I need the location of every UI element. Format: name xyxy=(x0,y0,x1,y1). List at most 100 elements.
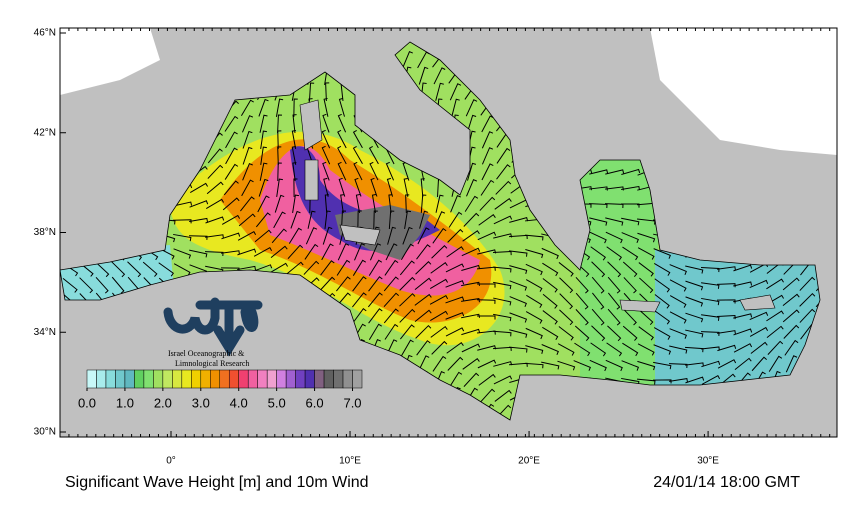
swatch xyxy=(266,369,277,389)
wind-barb xyxy=(524,234,544,241)
wind-barb xyxy=(542,262,559,277)
wind-barb xyxy=(205,216,225,224)
wind-barb xyxy=(591,325,606,342)
y-tick-label: 38°N xyxy=(34,227,56,238)
wind-barb xyxy=(429,295,449,305)
wind-barb xyxy=(418,66,429,85)
wind-barb xyxy=(685,329,704,338)
wind-barb xyxy=(385,243,398,261)
wind-barb xyxy=(701,374,721,385)
wind-barb xyxy=(269,262,289,274)
wind-barb xyxy=(669,279,687,292)
wind-barb xyxy=(621,185,640,191)
swatch xyxy=(304,369,315,389)
wind-barb xyxy=(304,243,319,260)
wind-barb xyxy=(480,179,495,196)
logo: Israel Oceanographic & Limnological Rese… xyxy=(163,297,263,368)
wind-barb xyxy=(323,97,329,117)
wind-barb xyxy=(386,177,394,197)
wind-barb xyxy=(542,293,558,309)
wind-barb xyxy=(322,161,330,181)
wind-barb xyxy=(701,297,720,306)
wind-barb xyxy=(340,194,345,213)
wind-barb xyxy=(636,378,656,385)
wind-barb xyxy=(799,308,816,323)
wind-barb xyxy=(652,379,672,384)
wind-barb xyxy=(335,292,351,308)
wind-barb xyxy=(462,230,480,242)
wind-barb xyxy=(369,243,382,261)
wind-barb xyxy=(638,309,654,326)
wind-barb xyxy=(292,162,297,181)
wind-barb xyxy=(509,329,528,338)
wind-barb xyxy=(526,294,543,309)
wind-barb xyxy=(558,326,574,341)
wind-barb xyxy=(450,195,461,213)
wind-barb xyxy=(493,361,513,367)
wind-barb xyxy=(766,278,784,290)
wind-barb xyxy=(322,113,330,133)
wind-barb xyxy=(259,114,268,133)
wind-barb xyxy=(476,283,496,288)
wind-barb xyxy=(541,344,559,355)
wind-barb xyxy=(590,342,607,357)
wind-barb xyxy=(509,250,528,257)
axes: 0° 10°E 20°E 30°E 30°N 34°N 38°N 42°N 46°N xyxy=(34,28,831,467)
wind-barb xyxy=(291,145,297,165)
wind-barb xyxy=(461,298,480,303)
wind-barb xyxy=(606,246,623,261)
wind-barb xyxy=(607,261,622,278)
wind-barb xyxy=(573,360,591,371)
wind-barb xyxy=(637,343,655,356)
wind-barb xyxy=(700,267,720,273)
wind-barb xyxy=(224,163,239,180)
wind-barb xyxy=(700,331,720,336)
wind-barb xyxy=(445,312,465,320)
colorbar-label: 2.0 xyxy=(154,395,172,410)
wind-barb xyxy=(373,210,378,230)
wind-barb xyxy=(352,259,367,276)
wind-barb xyxy=(623,309,637,326)
wind-barb xyxy=(432,355,447,372)
wind-barb xyxy=(654,310,671,325)
islands xyxy=(299,99,776,313)
wind-barb xyxy=(419,210,429,229)
wind-barb xyxy=(336,276,351,292)
wind-barb xyxy=(242,130,253,149)
wind-barb xyxy=(461,343,481,353)
wind-barb xyxy=(95,261,110,278)
wind-barb xyxy=(509,312,528,323)
wind-barb xyxy=(321,145,331,165)
wind-barb xyxy=(416,244,431,260)
wind-barb xyxy=(669,328,688,339)
map-area xyxy=(59,27,838,438)
swatch xyxy=(238,369,249,389)
wind-barb xyxy=(435,82,444,101)
wind-barb xyxy=(717,359,737,369)
wind-barb xyxy=(446,342,464,354)
swatch xyxy=(342,369,353,389)
swatch xyxy=(257,369,268,389)
wind-barb xyxy=(782,293,800,307)
wind-barb xyxy=(414,309,432,323)
wind-barb xyxy=(621,232,639,243)
wind-barb xyxy=(189,200,209,208)
swatch xyxy=(115,369,126,389)
swatch xyxy=(228,369,239,389)
wind-barb xyxy=(291,130,297,149)
wind-barb xyxy=(508,346,528,353)
wind-barb xyxy=(654,294,670,309)
wind-barb xyxy=(293,98,298,118)
wind-barb xyxy=(399,293,416,307)
wind-barb xyxy=(639,277,654,294)
wind-barb xyxy=(717,330,736,335)
wind-barb xyxy=(433,67,446,85)
wind-barb xyxy=(783,324,800,339)
wind-barb xyxy=(383,308,399,324)
wind-barb xyxy=(542,310,558,325)
wind-barb xyxy=(620,203,640,208)
x-tick-label: 0° xyxy=(166,456,176,467)
swatch xyxy=(219,369,230,389)
wind-barb xyxy=(221,250,240,255)
